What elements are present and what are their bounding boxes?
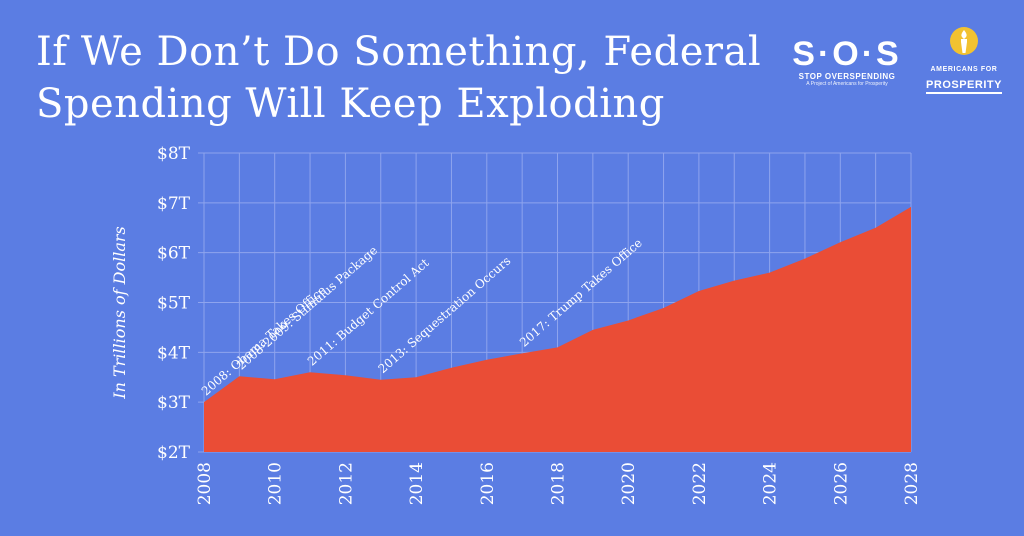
x-tick-label: 2028 [902, 462, 922, 505]
x-tick-label: 2008 [195, 462, 215, 505]
y-tick-label: $3T [157, 393, 191, 413]
sos-tagline: STOP OVERSPENDING [798, 72, 896, 81]
y-tick-labels: $2T $3T $4T $5T $6T $7T $8T [157, 144, 191, 463]
y-tick-label: $2T [157, 443, 191, 463]
sos-subline: A Project of Americans for Prosperity [806, 81, 888, 87]
x-tick-labels: 2008 2010 2012 2014 2016 2018 2020 2022 2024 2026… [195, 462, 922, 505]
annotation-label: 2008-2009: Stimulus Package [234, 243, 380, 372]
x-tick-label: 2022 [690, 462, 710, 505]
afp-line2: PROSPERITY [926, 79, 1002, 94]
x-tick-label: 2026 [831, 462, 851, 505]
title-line-2: Spending Will Keep Exploding [36, 81, 665, 127]
annotation-label: 2013: Sequestration Occurs [376, 254, 514, 376]
afp-logo: AMERICANS FOR PROSPERITY [918, 26, 1010, 94]
x-tick-label: 2010 [266, 462, 286, 505]
y-axis-label: In Trillions of Dollars [110, 226, 129, 399]
y-tick-label: $8T [157, 144, 191, 164]
title-line-1: If We Don’t Do Something, Federal [36, 29, 762, 75]
spending-area [204, 206, 911, 452]
x-tick-label: 2024 [761, 462, 781, 505]
x-tick-label: 2018 [549, 462, 569, 505]
afp-line1: AMERICANS FOR [930, 66, 998, 73]
x-tick-label: 2016 [478, 462, 498, 505]
sos-mark: S·O·S [792, 35, 902, 73]
chart-title: If We Don’t Do Something, Federal Spendi… [36, 26, 761, 130]
x-tick-label: 2012 [336, 462, 356, 505]
y-tick-label: $7T [157, 194, 191, 214]
torch-icon [950, 27, 978, 55]
y-tick-label: $4T [157, 343, 191, 363]
x-tick-label: 2020 [619, 462, 639, 505]
sos-logo: S·O·S STOP OVERSPENDING A Project of Ame… [792, 36, 902, 87]
y-tick-label: $6T [157, 244, 191, 264]
x-tick-label: 2014 [407, 462, 427, 505]
y-tick-label: $5T [157, 294, 191, 314]
